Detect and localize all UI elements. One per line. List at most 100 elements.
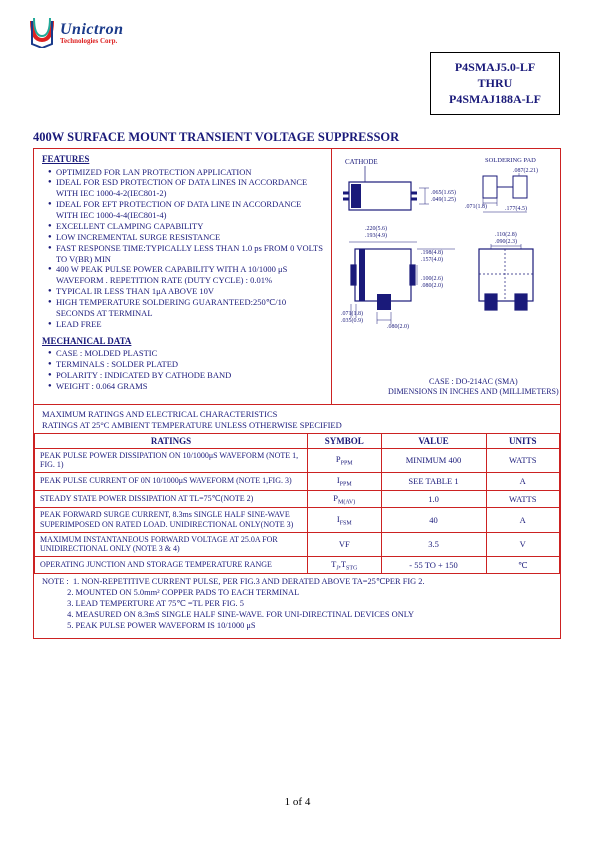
cell-unit: A <box>486 472 560 490</box>
cell-unit: WATTS <box>486 448 560 472</box>
note-item: 3. LEAD TEMPERTURE AT 75℃ =TL PER FIG. 5 <box>67 599 244 608</box>
cell-unit: WATTS <box>486 490 560 508</box>
logo-tagline: Technologies Corp. <box>60 38 124 45</box>
mechanical-item: CASE : MOLDED PLASTIC <box>48 348 323 359</box>
features-cell: FEATURES OPTIMIZED FOR LAN PROTECTION AP… <box>34 149 332 404</box>
part-number-box: P4SMAJ5.0-LF THRU P4SMAJ188A-LF <box>430 52 560 115</box>
svg-text:.110(2.8): .110(2.8) <box>495 231 517 238</box>
svg-text:.177(4.5): .177(4.5) <box>505 205 527 212</box>
table-row: MAXIMUM INSTANTANEOUS FORWARD VOLTAGE AT… <box>35 532 560 556</box>
case-line-2: DIMENSIONS IN INCHES AND (MILLIMETERS) <box>388 387 559 397</box>
feature-item: IDEAL FOR ESD PROTECTION OF DATA LINES I… <box>48 177 323 199</box>
feature-item: LEAD FREE <box>48 319 323 330</box>
features-heading: FEATURES <box>42 154 323 166</box>
cell-symbol: IPPM <box>308 472 382 490</box>
cell-value: 40 <box>381 508 486 532</box>
logo: Unictron Technologies Corp. <box>28 18 124 48</box>
note-item: 2. MOUNTED ON 5.0mm² COPPER PADS TO EACH… <box>67 588 299 597</box>
feature-item: 400 W PEAK PULSE POWER CAPABILITY WITH A… <box>48 264 323 286</box>
note-item: 4. MEASURED ON 8.3mS SINGLE HALF SINE-WA… <box>67 610 414 619</box>
mechanical-heading: MECHANICAL DATA <box>42 336 323 348</box>
package-diagram: CATHODE .065(1.65) .049(1.25) <box>337 154 545 369</box>
svg-text:.049(1.25): .049(1.25) <box>431 196 456 203</box>
cell-desc: STEADY STATE POWER DISSIPATION AT TL=75℃… <box>35 490 308 508</box>
table-row: OPERATING JUNCTION AND STORAGE TEMPERATU… <box>35 556 560 574</box>
case-line-1: CASE : DO-214AC (SMA) <box>388 377 559 387</box>
soldering-label: SOLDERING PAD <box>485 157 536 164</box>
logo-brand: Unictron <box>60 22 124 38</box>
cell-symbol: IFSM <box>308 508 382 532</box>
ratings-line-1: MAXIMUM RATINGS AND ELECTRICAL CHARACTER… <box>42 409 552 420</box>
svg-text:.035(0.9): .035(0.9) <box>341 317 363 324</box>
table-row: PEAK FORWARD SURGE CURRENT, 8.3ms SINGLE… <box>35 508 560 532</box>
note-item: 1. NON-REPETITIVE CURRENT PULSE, PER FIG… <box>73 577 425 586</box>
part-line-3: P4SMAJ188A-LF <box>449 91 541 107</box>
svg-text:.193(4.9): .193(4.9) <box>365 232 387 239</box>
feature-item: EXCELLENT CLAMPING CAPABILITY <box>48 221 323 232</box>
cell-desc: PEAK PULSE CURRENT OF 0N 10/1000μS WAVEF… <box>35 472 308 490</box>
cell-symbol: VF <box>308 532 382 556</box>
features-list: OPTIMIZED FOR LAN PROTECTION APPLICATION… <box>42 167 323 330</box>
table-row: STEADY STATE POWER DISSIPATION AT TL=75℃… <box>35 490 560 508</box>
svg-text:.198(4.8): .198(4.8) <box>421 249 443 256</box>
cell-value: MINIMUM 400 <box>381 448 486 472</box>
datasheet-frame: FEATURES OPTIMIZED FOR LAN PROTECTION AP… <box>33 148 561 639</box>
table-row: PEAK PULSE CURRENT OF 0N 10/1000μS WAVEF… <box>35 472 560 490</box>
col-units: UNITS <box>486 433 560 448</box>
cell-value: 1.0 <box>381 490 486 508</box>
table-row: PEAK PULSE POWER DISSIPATION ON 10/1000μ… <box>35 448 560 472</box>
col-symbol: SYMBOL <box>308 433 382 448</box>
feature-item: OPTIMIZED FOR LAN PROTECTION APPLICATION <box>48 167 323 178</box>
feature-item: IDEAL FOR EFT PROTECTION OF DATA LINE IN… <box>48 199 323 221</box>
cell-value: 3.5 <box>381 532 486 556</box>
cell-value: SEE TABLE 1 <box>381 472 486 490</box>
cell-symbol: TJ,TSTG <box>308 556 382 574</box>
cathode-label: CATHODE <box>345 158 378 166</box>
page-number: 1 of 4 <box>0 796 595 808</box>
svg-text:.071(1.8): .071(1.8) <box>465 203 487 210</box>
logo-text: Unictron Technologies Corp. <box>60 22 124 45</box>
cell-unit: V <box>486 532 560 556</box>
feature-item: TYPICAL IR LESS THAN 1μA ABOVE 10V <box>48 286 323 297</box>
svg-text:.100(2.6): .100(2.6) <box>421 275 443 282</box>
feature-item: LOW INCREMENTAL SURGE RESISTANCE <box>48 232 323 243</box>
cell-desc: PEAK FORWARD SURGE CURRENT, 8.3ms SINGLE… <box>35 508 308 532</box>
cell-value: - 55 TO + 150 <box>381 556 486 574</box>
svg-text:.080(2.0): .080(2.0) <box>421 282 443 289</box>
svg-text:.071(1.8): .071(1.8) <box>341 310 363 317</box>
svg-text:.065(1.65): .065(1.65) <box>431 189 456 196</box>
cell-desc: PEAK PULSE POWER DISSIPATION ON 10/1000μ… <box>35 448 308 472</box>
case-note: CASE : DO-214AC (SMA) DIMENSIONS IN INCH… <box>388 377 559 398</box>
cell-desc: MAXIMUM INSTANTANEOUS FORWARD VOLTAGE AT… <box>35 532 308 556</box>
notes-block: NOTE : 1. NON-REPETITIVE CURRENT PULSE, … <box>34 574 560 638</box>
cell-unit: A <box>486 508 560 532</box>
part-line-1: P4SMAJ5.0-LF <box>449 59 541 75</box>
top-row: FEATURES OPTIMIZED FOR LAN PROTECTION AP… <box>34 149 560 405</box>
feature-item: FAST RESPONSE TIME:TYPICALLY LESS THAN 1… <box>48 243 323 265</box>
package-diagram-cell: CATHODE .065(1.65) .049(1.25) <box>332 149 560 404</box>
svg-text:.220(5.6): .220(5.6) <box>365 225 387 232</box>
table-header-row: RATINGS SYMBOL VALUE UNITS <box>35 433 560 448</box>
mechanical-item: WEIGHT : 0.064 GRAMS <box>48 381 323 392</box>
mechanical-list: CASE : MOLDED PLASTICTERMINALS : SOLDER … <box>42 348 323 392</box>
svg-text:.090(2.3): .090(2.3) <box>495 238 517 245</box>
cell-unit: ℃ <box>486 556 560 574</box>
ratings-line-2: RATINGS AT 25°C AMBIENT TEMPERATURE UNLE… <box>42 420 552 431</box>
mechanical-item: TERMINALS : SOLDER PLATED <box>48 359 323 370</box>
svg-text:.157(4.0): .157(4.0) <box>421 256 443 263</box>
mechanical-item: POLARITY : INDICATED BY CATHODE BAND <box>48 370 323 381</box>
cell-symbol: PPPM <box>308 448 382 472</box>
svg-text:.080(2.0): .080(2.0) <box>387 323 409 330</box>
notes-label: NOTE : <box>42 577 69 586</box>
svg-text:.087(2.21): .087(2.21) <box>513 167 538 174</box>
part-line-2: THRU <box>449 75 541 91</box>
col-ratings: RATINGS <box>35 433 308 448</box>
ratings-table: RATINGS SYMBOL VALUE UNITS PEAK PULSE PO… <box>34 433 560 575</box>
logo-mark <box>28 18 56 48</box>
ratings-header: MAXIMUM RATINGS AND ELECTRICAL CHARACTER… <box>34 405 560 433</box>
cell-desc: OPERATING JUNCTION AND STORAGE TEMPERATU… <box>35 556 308 574</box>
feature-item: HIGH TEMPERATURE SOLDERING GUARANTEED:25… <box>48 297 323 319</box>
col-value: VALUE <box>381 433 486 448</box>
note-item: 5. PEAK PULSE POWER WAVEFORM IS 10/1000 … <box>67 621 255 630</box>
main-title: 400W SURFACE MOUNT TRANSIENT VOLTAGE SUP… <box>33 130 399 145</box>
